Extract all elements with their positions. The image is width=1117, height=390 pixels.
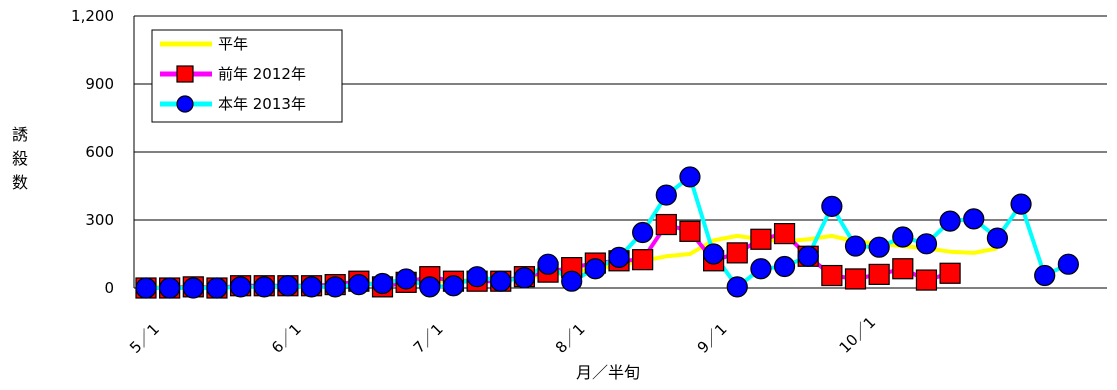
data-point	[135, 277, 157, 299]
data-point	[915, 233, 938, 255]
data-point	[632, 249, 654, 271]
x-tick-label: 8／1	[552, 320, 589, 357]
data-point	[277, 275, 299, 297]
y-tick-label: 300	[85, 211, 114, 229]
data-point	[395, 268, 417, 290]
data-point	[206, 277, 228, 299]
y-axis-title: 誘殺数	[12, 125, 28, 192]
data-point	[868, 263, 890, 285]
y-tick-label: 1,200	[71, 7, 114, 25]
data-point	[939, 262, 961, 284]
x-tick-label: 9／1	[694, 320, 731, 357]
x-tick-labels: 5／1 6／1 7／1 8／1 9／1 10／1	[126, 313, 879, 357]
data-point	[750, 228, 772, 250]
data-point	[773, 255, 796, 278]
data-point	[655, 184, 677, 206]
data-point	[821, 195, 843, 217]
data-point	[986, 227, 1009, 249]
x-tick-label: 10／1	[836, 313, 880, 357]
data-point	[537, 253, 559, 275]
y-tick-labels: 0 300 600 900 1,200	[71, 7, 114, 297]
data-point	[726, 242, 748, 264]
data-point	[182, 277, 204, 299]
data-point	[1057, 253, 1079, 275]
data-point	[821, 264, 843, 287]
x-axis-title: 月／半旬	[576, 363, 640, 382]
data-point	[655, 213, 677, 236]
data-point	[561, 270, 583, 292]
data-point	[844, 235, 867, 257]
data-point	[371, 272, 394, 295]
y-tick-label: 900	[85, 75, 114, 93]
data-point	[868, 236, 890, 258]
data-point	[939, 210, 961, 232]
data-point	[892, 258, 914, 280]
data-point	[159, 277, 181, 299]
data-point	[300, 276, 323, 298]
data-point	[348, 274, 370, 296]
svg-text:誘殺数: 誘殺数	[12, 125, 28, 192]
data-point	[750, 258, 772, 280]
data-point	[253, 276, 275, 298]
data-point	[726, 276, 748, 298]
data-point	[963, 208, 985, 230]
legend-label: 本年 2013年	[218, 95, 306, 113]
data-point	[490, 270, 512, 292]
data-point	[513, 267, 536, 289]
legend-marker	[176, 65, 194, 83]
data-point	[419, 276, 441, 298]
series-markers	[135, 166, 1079, 299]
data-point	[844, 268, 867, 290]
data-point	[892, 226, 914, 248]
data-point	[324, 276, 346, 298]
data-point	[466, 266, 488, 288]
legend-marker	[176, 95, 194, 113]
y-tick-label: 600	[85, 143, 114, 161]
legend-label: 前年 2012年	[218, 65, 306, 83]
series-line	[146, 174, 1070, 290]
data-point	[584, 258, 606, 280]
data-point	[915, 269, 938, 291]
legend-label: 平年	[218, 35, 248, 53]
data-point	[632, 221, 654, 244]
x-tick-label: 5／1	[126, 320, 163, 357]
data-point	[230, 276, 252, 298]
data-point	[1010, 193, 1032, 215]
data-point	[702, 243, 725, 265]
data-point	[679, 220, 701, 242]
data-point	[679, 166, 701, 188]
data-point	[773, 223, 796, 245]
x-tick-label: 7／1	[410, 320, 447, 357]
data-point	[608, 246, 630, 268]
data-point	[1034, 264, 1056, 287]
data-point	[797, 245, 819, 267]
x-tick-label: 6／1	[268, 320, 305, 357]
data-point	[442, 275, 465, 297]
y-tick-label: 0	[104, 279, 114, 297]
